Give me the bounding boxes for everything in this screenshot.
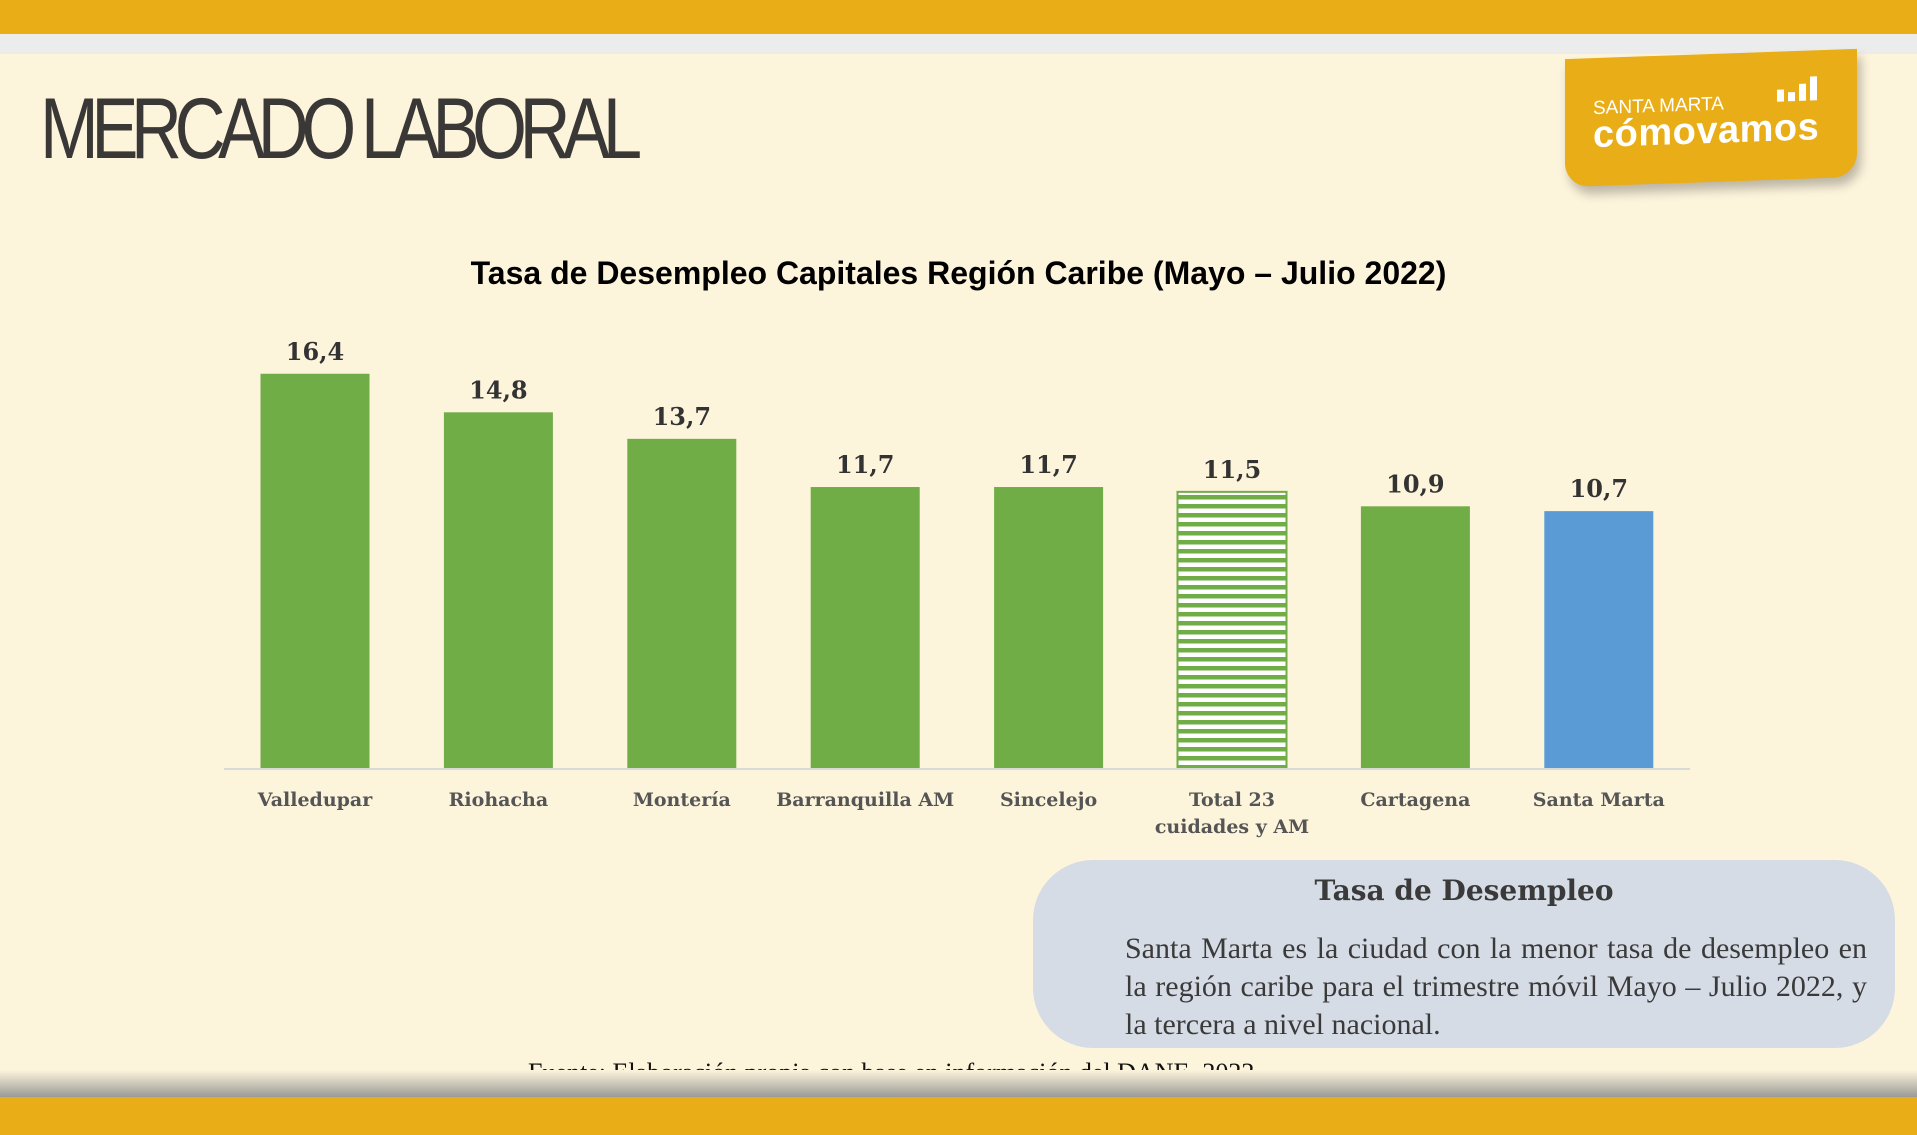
bar	[1544, 511, 1654, 769]
callout-title: Tasa de Desempleo	[1314, 874, 1614, 907]
data-label: 10,9	[1386, 469, 1444, 498]
data-label: 11,7	[836, 450, 894, 479]
bar	[443, 412, 553, 769]
category-label: Sincelejo	[1000, 789, 1097, 811]
bar	[994, 487, 1104, 769]
footer-shadow	[0, 1070, 1917, 1097]
bar	[1176, 490, 1288, 770]
category-label: Riohacha	[449, 789, 549, 811]
bar	[260, 373, 370, 769]
category-label: Total 23	[1189, 789, 1275, 811]
category-label: Barranquilla AM	[776, 789, 954, 811]
callout-box: Tasa de Desempleo Santa Marta es la ciud…	[1033, 860, 1895, 1048]
callout-body: Santa Marta es la ciudad con la menor ta…	[1125, 932, 1867, 1041]
category-label: Valledupar	[257, 789, 374, 811]
category-label: cuidades y AM	[1155, 816, 1309, 838]
data-label: 11,7	[1019, 450, 1077, 479]
data-label: 11,5	[1203, 455, 1261, 484]
header-strip	[0, 34, 1917, 54]
page-title: MERCADO LABORAL	[40, 81, 642, 177]
bar	[1360, 506, 1470, 769]
category-label: Cartagena	[1360, 789, 1470, 811]
top-bar	[0, 0, 1917, 34]
data-label: 10,7	[1570, 474, 1628, 503]
bottom-bar	[0, 1097, 1917, 1135]
bar	[627, 438, 737, 769]
bar	[810, 487, 920, 769]
data-label: 13,7	[653, 402, 711, 431]
data-label: 16,4	[286, 337, 344, 366]
chart-title: Tasa de Desempleo Capitales Región Carib…	[470, 255, 1447, 291]
category-label: Santa Marta	[1533, 789, 1665, 811]
category-label: Montería	[633, 789, 731, 811]
data-label: 14,8	[469, 375, 527, 404]
